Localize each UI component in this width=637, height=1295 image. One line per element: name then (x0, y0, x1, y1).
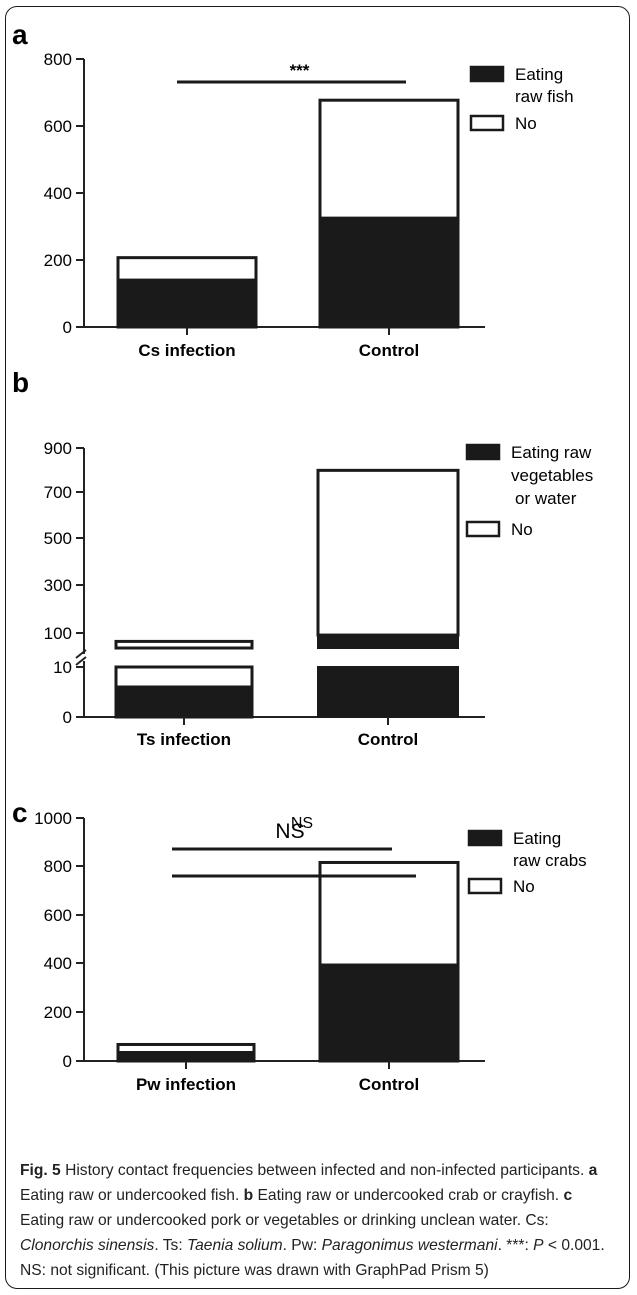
bar-segment (116, 1042, 256, 1054)
legend-swatch (469, 114, 505, 132)
bar-segment (114, 685, 254, 719)
category-label: Cs infection (138, 341, 235, 360)
legend-label: Eating raw (511, 443, 592, 462)
legend-label: Eating (515, 65, 563, 84)
bar-segment (316, 468, 460, 637)
significance-label: *** (290, 61, 310, 80)
bar-segment (317, 634, 459, 650)
bar-segment (116, 256, 258, 282)
figure-charts: a 0 200 400 600 800 Cs infection Control *** Eati… (12, 19, 593, 1094)
caption-b-text: Eating raw or undercooked crab or crayfi… (253, 1187, 564, 1204)
axis-break-mark (75, 649, 87, 659)
legend-label: raw crabs (513, 851, 587, 870)
caption-a-label: a (588, 1162, 598, 1179)
legend-label: raw fish (515, 87, 574, 106)
caption-p-letter: P (533, 1237, 544, 1254)
caption-sig-post: < 0.001. NS: not significant. (This pict… (20, 1237, 605, 1279)
caption-c-label: c (563, 1187, 573, 1204)
legend-label: No (511, 520, 533, 539)
y-tick-label: 10 (53, 658, 72, 677)
panel-c-chart: c 0 200 400 600 800 1000 Pw infection Control NS E… (12, 797, 587, 1094)
category-label: Control (359, 1075, 419, 1094)
bar-segment (318, 860, 460, 967)
legend-label: No (515, 114, 537, 133)
y-tick-label: 600 (44, 117, 72, 136)
bar-segment (317, 666, 459, 718)
caption-b-label: b (243, 1187, 254, 1204)
y-tick-label: 100 (44, 624, 72, 643)
legend-swatch (467, 829, 503, 847)
y-tick-label: 700 (44, 483, 72, 502)
category-label: Control (359, 341, 419, 360)
y-tick-label: 0 (63, 708, 72, 727)
y-tick-label: 500 (44, 529, 72, 548)
axis-break-mark (75, 656, 87, 666)
figure-caption: Fig. 5 History contact frequencies betwe… (20, 1158, 616, 1283)
bar-segment (318, 98, 460, 220)
y-tick-label: 900 (44, 439, 72, 458)
panel-b-chart: b 0 10 100 300 500 700 900 Ts infection Control NS… (12, 367, 593, 851)
caption-pw-prefix: . Pw: (282, 1237, 322, 1254)
caption-ts-species: Taenia solium (187, 1237, 283, 1254)
y-tick-label: 0 (63, 318, 72, 337)
y-tick-label: 800 (44, 857, 72, 876)
y-tick-label: 200 (44, 1003, 72, 1022)
y-tick-label: 200 (44, 251, 72, 270)
figure-frame (5, 6, 630, 1289)
caption-a-text: Eating raw or undercooked fish. (20, 1187, 244, 1204)
panel-letter: c (12, 797, 28, 828)
significance-label: NS (291, 815, 313, 832)
category-label: Pw infection (136, 1075, 236, 1094)
caption-title: History contact frequencies between infe… (60, 1162, 589, 1179)
legend-swatch (465, 443, 501, 461)
caption-ts-prefix: . Ts: (154, 1237, 187, 1254)
bar-segment (114, 665, 254, 689)
legend-swatch (467, 877, 503, 895)
legend-label: Eating (513, 829, 561, 848)
y-tick-label: 400 (44, 954, 72, 973)
bar-segment (318, 216, 460, 329)
y-tick-label: 1000 (34, 809, 72, 828)
panel-a-chart: a 0 200 400 600 800 Cs infection Control *** Eati… (12, 19, 574, 360)
y-tick-label: 800 (44, 50, 72, 69)
panel-letter: a (12, 19, 28, 50)
bar-segment (318, 963, 460, 1063)
panel-letter: b (12, 367, 29, 398)
bar-segment (114, 639, 254, 650)
caption-pw-species: Paragonimus westermani (321, 1237, 498, 1254)
significance-label: NS (275, 820, 304, 843)
legend-label: vegetables (511, 466, 593, 485)
caption-fig-label: Fig. 5 (20, 1162, 61, 1179)
y-tick-label: 0 (63, 1052, 72, 1071)
y-tick-label: 300 (44, 576, 72, 595)
legend-swatch (469, 65, 505, 83)
y-tick-label: 600 (44, 906, 72, 925)
legend-swatch (465, 520, 501, 538)
legend-label: or water (515, 489, 577, 508)
y-tick-label: 400 (44, 184, 72, 203)
caption-c-text: Eating raw or undercooked pork or vegeta… (20, 1212, 549, 1229)
bar-segment (116, 278, 258, 329)
category-label: Control (358, 730, 418, 749)
category-label: Ts infection (137, 730, 231, 749)
caption-cs-species: Clonorchis sinensis (20, 1237, 155, 1254)
legend-label: No (513, 877, 535, 896)
caption-sig-pre: . ***: (497, 1237, 534, 1254)
